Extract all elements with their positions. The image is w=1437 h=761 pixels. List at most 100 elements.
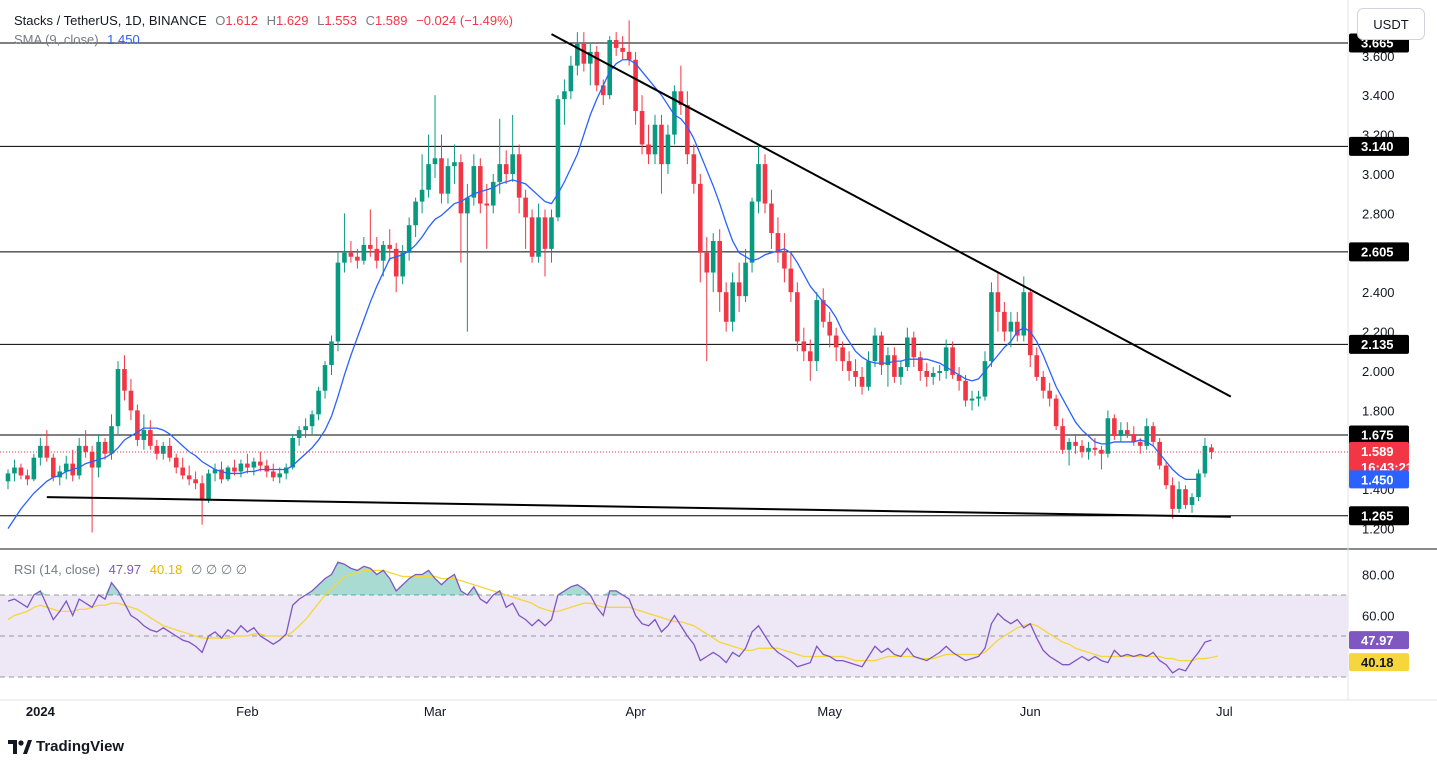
candle-body [478, 166, 483, 204]
candle-body [652, 124, 658, 155]
candle-body [853, 371, 858, 377]
candle-body [309, 414, 315, 427]
candle-body [1021, 292, 1027, 336]
candle-body [219, 469, 224, 480]
candle-body [277, 473, 283, 478]
candle-body [807, 351, 813, 362]
candle-body [12, 467, 17, 474]
candle-body [659, 124, 664, 165]
level-label: 3.140 [1361, 139, 1394, 154]
candle-body [613, 40, 619, 48]
candle-body [969, 398, 975, 401]
sma-value: 1.450 [107, 32, 140, 47]
close-label: C [365, 13, 375, 28]
candle-body [503, 164, 509, 174]
candle-body [756, 164, 761, 202]
candle-body [1137, 441, 1143, 446]
candle-body [439, 158, 444, 194]
candle-body [290, 437, 295, 468]
candle-body [1170, 485, 1175, 509]
trendline [551, 33, 1232, 398]
candle-body [976, 396, 981, 399]
candle-body [264, 465, 270, 472]
level-label: 2.135 [1361, 337, 1394, 352]
candle-body [866, 361, 871, 387]
candle-body [924, 371, 930, 377]
level-badge [1349, 506, 1409, 526]
candle-body [911, 337, 917, 358]
tradingview-logo-icon [8, 739, 32, 754]
candle-body [691, 154, 697, 184]
candle-body [128, 390, 134, 411]
sma-value-label: 1.450 [1361, 472, 1394, 487]
level-badge [1349, 136, 1409, 156]
candle-body [581, 43, 587, 64]
rsi-ma-value-label: 40.18 [1361, 655, 1394, 670]
candle-body [296, 430, 302, 438]
candle-body [1027, 292, 1033, 356]
candle-body [83, 445, 88, 452]
tradingview-logo[interactable]: TradingView [8, 738, 124, 755]
candle-body [232, 467, 237, 472]
symbol-title[interactable]: Stacks / TetherUS, 1D, BINANCE [14, 13, 207, 28]
candle-body [510, 154, 515, 174]
candle-body [840, 347, 845, 362]
candle-body [516, 154, 522, 198]
candle-body [50, 457, 56, 478]
low-value: 1.553 [324, 13, 357, 28]
candle-body [5, 473, 11, 482]
candle-body [135, 410, 140, 440]
candle-body [283, 467, 289, 474]
time-axis-label: May [817, 704, 842, 719]
rsi-ma-line [7, 569, 1219, 662]
candle-body [186, 475, 192, 480]
candle-body [1163, 465, 1169, 486]
time-axis-label: Apr [625, 704, 646, 719]
candle-body [148, 430, 153, 446]
candle-body [316, 390, 321, 415]
candle-body [465, 197, 470, 214]
candle-body [445, 166, 451, 194]
candle-body [348, 252, 354, 257]
candle-body [1008, 321, 1014, 332]
candle-body [730, 282, 735, 322]
candle-body [180, 467, 185, 476]
candle-body [400, 252, 405, 277]
candle-body [122, 369, 127, 391]
candle-body [1176, 489, 1182, 509]
candle-body [529, 217, 535, 257]
candle-body [575, 43, 580, 66]
candle-body [206, 473, 211, 500]
high-value: 1.629 [275, 13, 309, 28]
rsi-band [0, 595, 1348, 677]
candle-body [57, 471, 63, 478]
sma-legend: SMA (9, close) 1.450 [14, 32, 145, 47]
candle-body [102, 441, 108, 454]
sma-value-badge [1349, 470, 1409, 489]
candle-body [710, 240, 716, 273]
candle-body [523, 197, 528, 218]
candle-body [775, 233, 781, 253]
candle-body [497, 164, 503, 182]
currency-unit-button[interactable]: USDT [1357, 8, 1425, 40]
candle-body [1125, 430, 1130, 435]
candle-body [1150, 426, 1156, 442]
candle-body [704, 252, 710, 273]
candle-body [160, 445, 166, 454]
rsi-label[interactable]: RSI (14, close) [14, 562, 100, 577]
candle-body [199, 483, 205, 500]
candle-body [898, 367, 904, 377]
sma-label[interactable]: SMA (9, close) [14, 32, 99, 47]
candle-body [1073, 441, 1078, 446]
price-tick-label: 3.000 [1362, 167, 1395, 182]
candle-body [678, 91, 684, 106]
candle-body [846, 361, 852, 371]
candle-body [736, 282, 742, 297]
price-tick-label: 2.000 [1362, 364, 1395, 379]
high-label: H [266, 13, 276, 28]
rsi-ma-value-badge [1349, 653, 1409, 672]
candle-body [555, 99, 561, 218]
candle-body [212, 469, 218, 474]
trendline [46, 496, 1231, 518]
